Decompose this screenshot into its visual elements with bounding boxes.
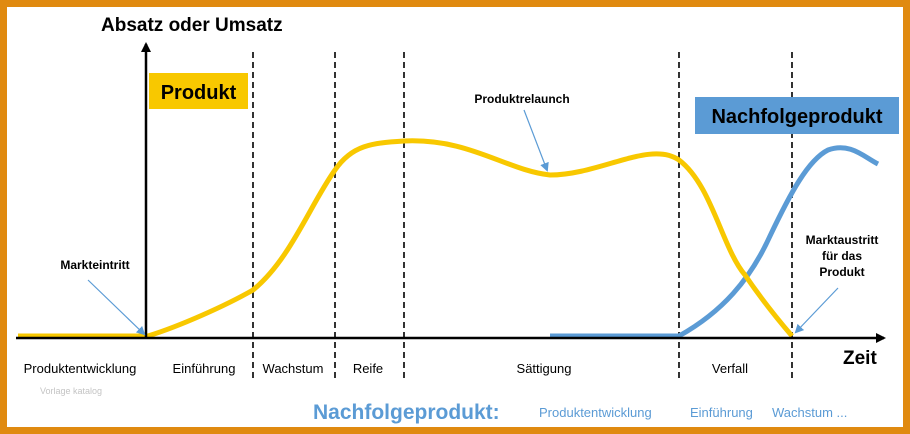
phase-label-verfall: Verfall [712, 361, 748, 376]
product-box-label: Produkt [161, 82, 237, 104]
product-box [149, 73, 248, 109]
relaunch-label: Produktrelaunch [474, 92, 569, 106]
successor-box [695, 97, 899, 134]
market-exit-label-line1: Marktaustritt [806, 233, 879, 247]
phase-label-wachstum: Wachstum [263, 361, 324, 376]
watermark: Vorlage katalog [40, 386, 102, 396]
x-axis-label: Zeit [843, 348, 877, 369]
phase-labels: Produktentwicklung Einführung Wachstum R… [24, 361, 749, 376]
relaunch-arrow [523, 109, 549, 172]
phase-label-saettigung: Sättigung [517, 361, 572, 376]
market-entry-label: Markteintritt [60, 258, 129, 272]
successor-box-label: Nachfolgeprodukt [711, 106, 882, 128]
market-exit-label-line2: für das [822, 249, 862, 263]
market-entry-arrow [87, 279, 146, 336]
footer-phase-wachstum: Wachstum ... [772, 405, 847, 420]
market-exit-arrow [794, 287, 839, 334]
successor-curve [550, 145, 880, 339]
phase-label-einfuehrung: Einführung [173, 361, 236, 376]
footer-phase-produktentwicklung: Produktentwicklung [539, 405, 652, 420]
market-exit-label-line3: Produkt [819, 265, 864, 279]
product-curve [18, 138, 794, 339]
footer-phase-einfuehrung: Einführung [690, 405, 753, 420]
product-lifecycle-diagram: Absatz oder Umsatz Zeit Produkt Nachfolg… [16, 15, 899, 424]
phase-label-reife: Reife [353, 361, 383, 376]
y-axis-label: Absatz oder Umsatz [101, 15, 283, 36]
phase-label-produktentwicklung: Produktentwicklung [24, 361, 137, 376]
footer-title: Nachfolgeprodukt: [313, 401, 500, 424]
